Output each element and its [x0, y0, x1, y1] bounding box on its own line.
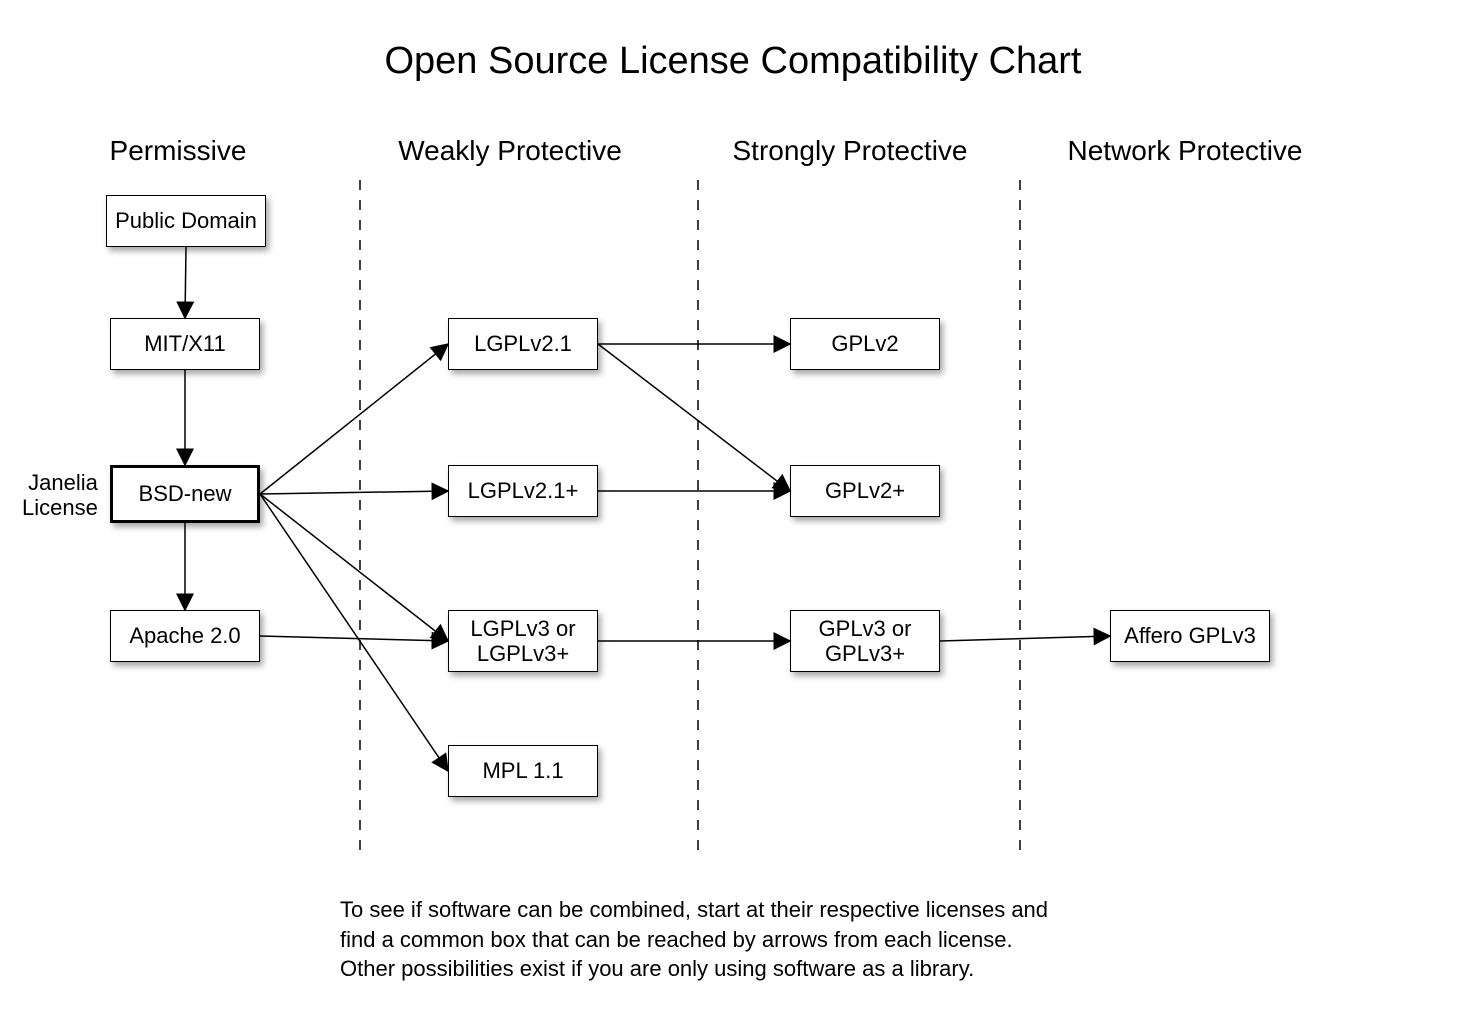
node-lgpl21: LGPLv2.1 [448, 318, 598, 370]
caption-line3: Other possibilities exist if you are onl… [340, 956, 974, 981]
node-agpl: Affero GPLv3 [1110, 610, 1270, 662]
page-title: Open Source License Compatibility Chart [0, 40, 1466, 83]
caption-line1: To see if software can be combined, star… [340, 897, 1048, 922]
node-gpl2: GPLv2 [790, 318, 940, 370]
janelia-label: Janelia License [22, 470, 98, 521]
node-gpl2plus: GPLv2+ [790, 465, 940, 517]
node-bsd-new: BSD-new [110, 465, 260, 523]
col-header-permissive: Permissive [110, 135, 247, 167]
node-mit: MIT/X11 [110, 318, 260, 370]
node-mpl: MPL 1.1 [448, 745, 598, 797]
node-public-domain: Public Domain [106, 195, 266, 247]
diagram-canvas: Open Source License Compatibility Chart … [0, 0, 1466, 1028]
node-lgpl21plus: LGPLv2.1+ [448, 465, 598, 517]
node-gpl3: GPLv3 or GPLv3+ [790, 610, 940, 672]
caption-text: To see if software can be combined, star… [340, 895, 1048, 984]
col-header-network: Network Protective [1068, 135, 1303, 167]
col-header-strongly: Strongly Protective [733, 135, 968, 167]
janelia-label-line1: Janelia [28, 470, 98, 495]
janelia-label-line2: License [22, 495, 98, 520]
col-header-weakly: Weakly Protective [398, 135, 622, 167]
node-lgpl3: LGPLv3 or LGPLv3+ [448, 610, 598, 672]
caption-line2: find a common box that can be reached by… [340, 927, 1013, 952]
node-apache: Apache 2.0 [110, 610, 260, 662]
